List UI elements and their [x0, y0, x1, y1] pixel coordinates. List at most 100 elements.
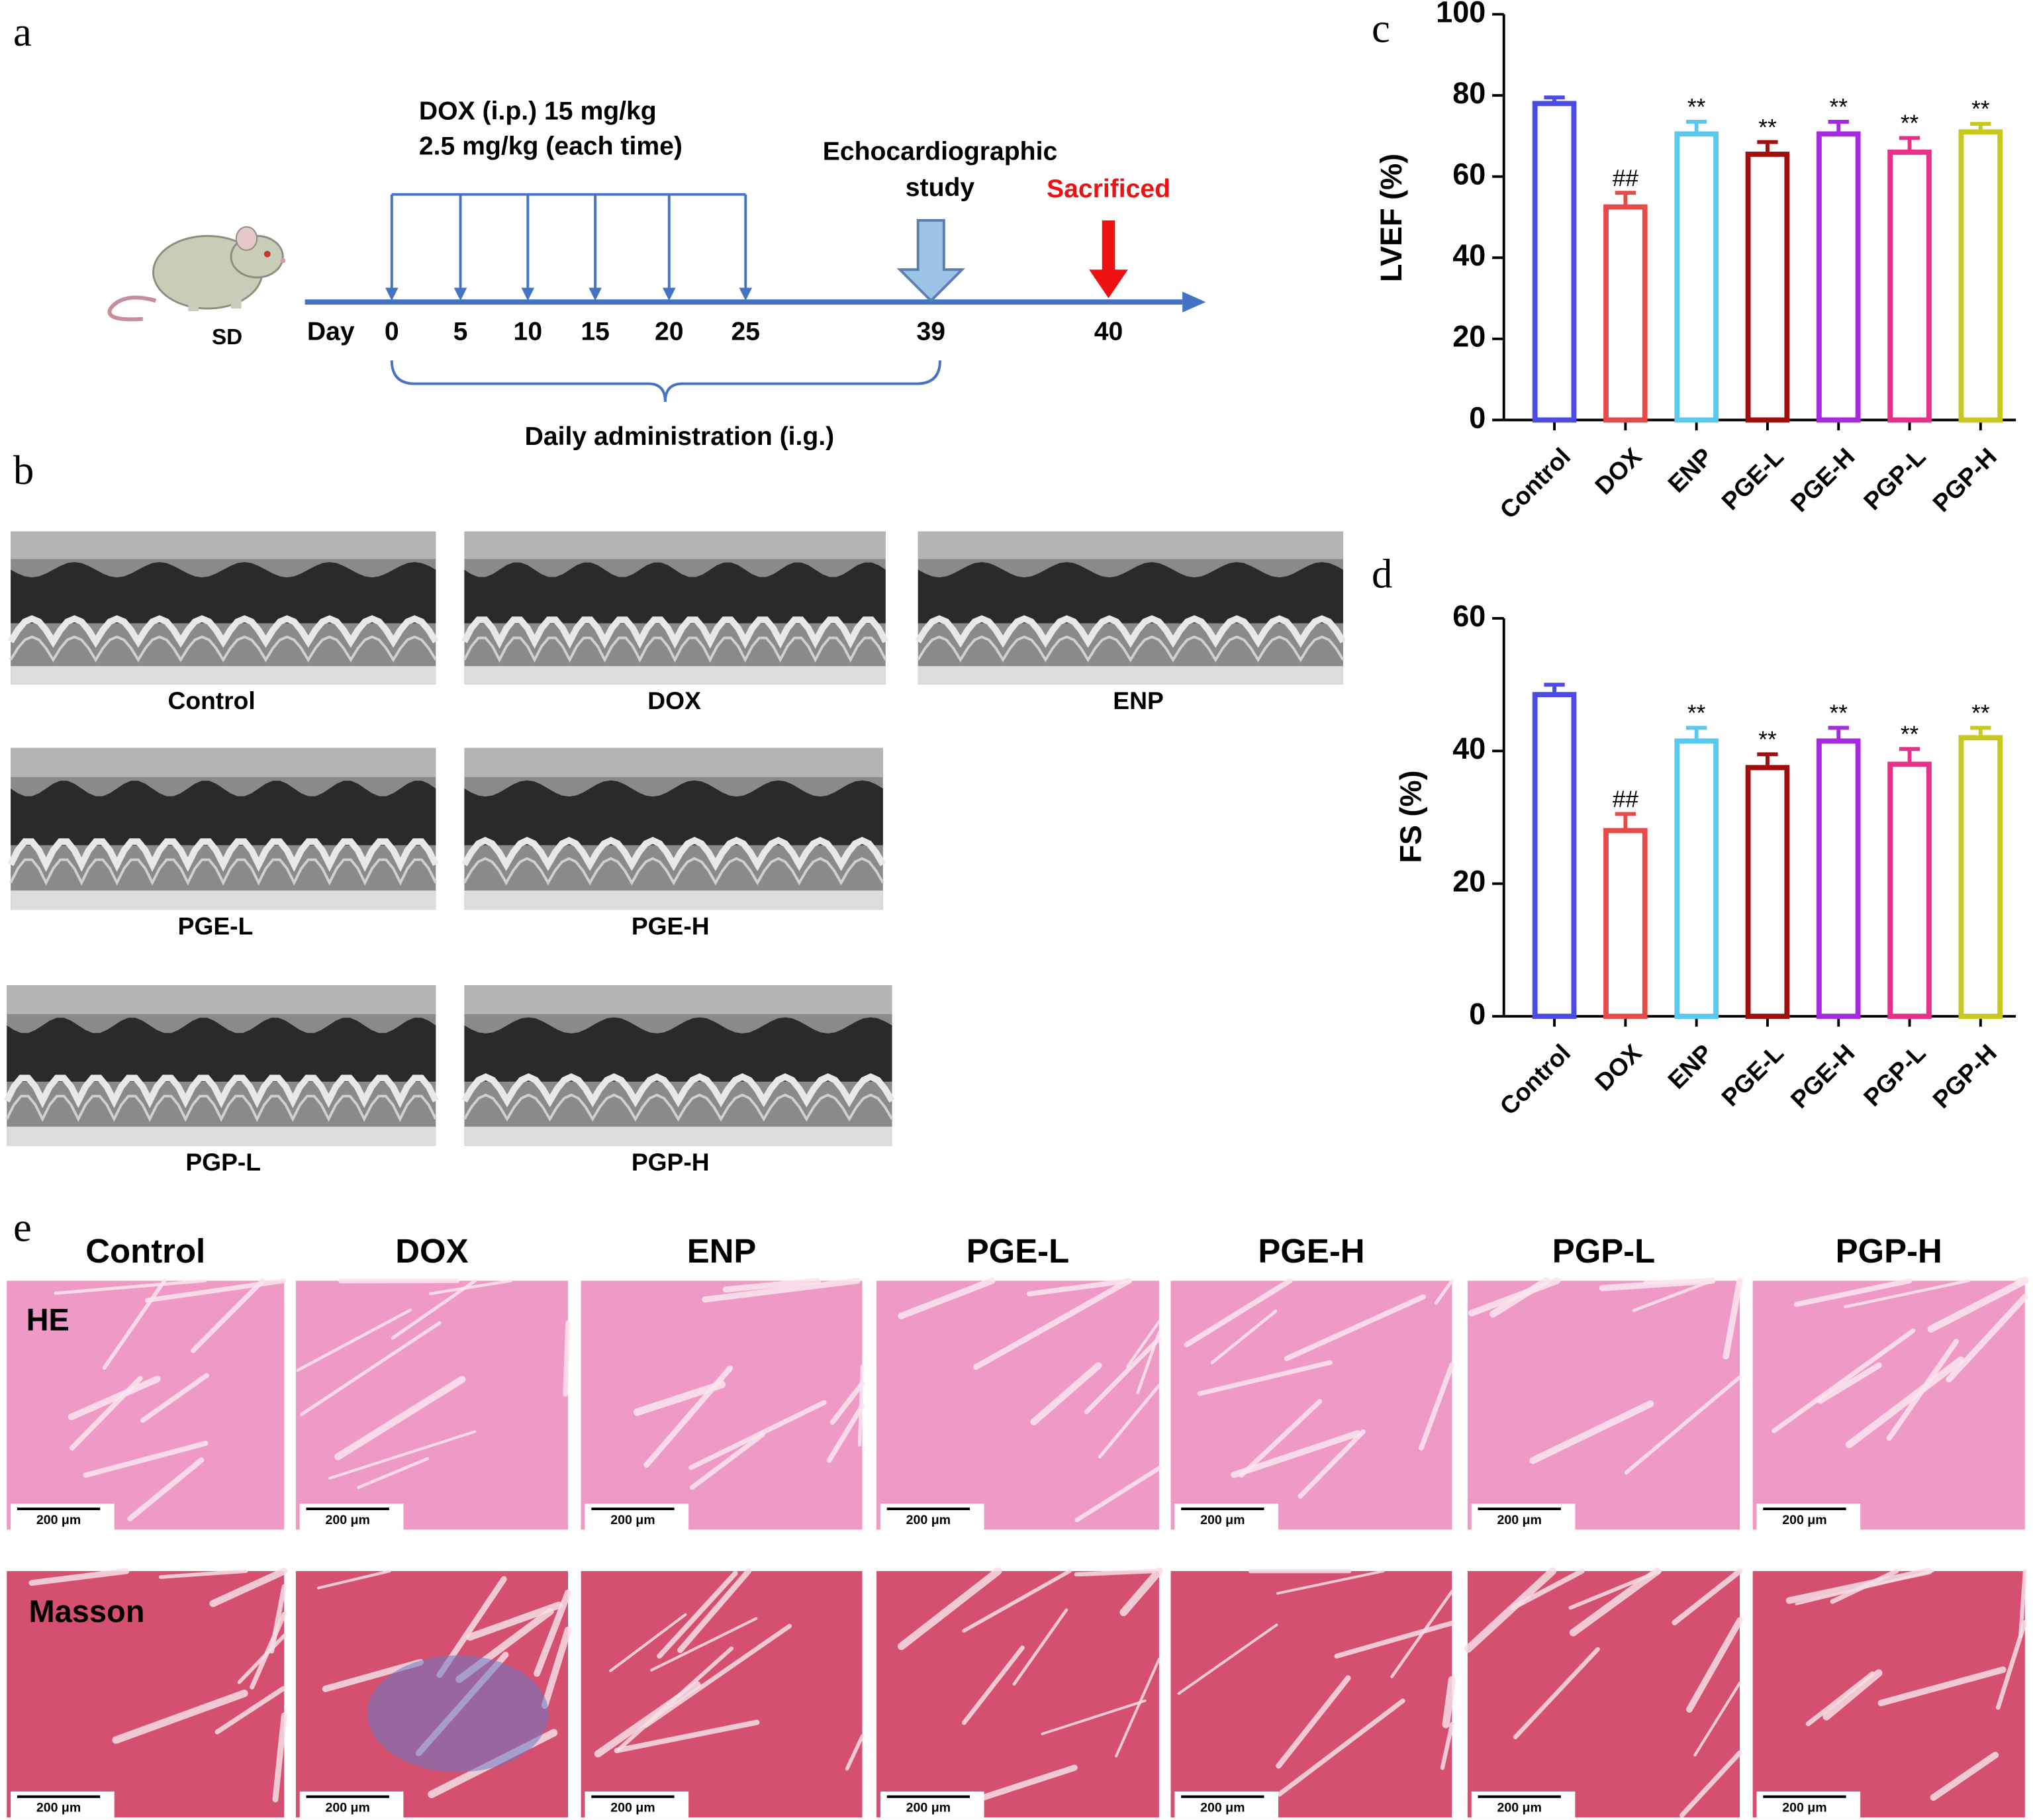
bar: [1745, 765, 1790, 1019]
tissue-streak: [1231, 1430, 1361, 1478]
y-tick-label: 80: [1452, 76, 1486, 110]
x-tick-label: PGE-L: [1716, 1039, 1789, 1112]
tissue-streak: [614, 1719, 760, 1754]
tissue-streak: [1239, 1399, 1323, 1478]
tissue-streak: [650, 1617, 758, 1672]
sacrificed-text: Sacrificed: [1047, 175, 1170, 203]
tissue-streak: [722, 1277, 821, 1293]
tissue-streak: [1927, 1277, 2029, 1333]
tissue-streak: [1442, 1676, 1456, 1729]
timeline-arrowhead: [1182, 291, 1206, 312]
tissue: [7, 1280, 285, 1530]
histology-image: 200 μm: [876, 1277, 1162, 1530]
tissue-streak: [191, 1278, 265, 1353]
tissue-streak: [897, 1567, 1002, 1651]
scale-bar-label: 200 μm: [1782, 1513, 1826, 1527]
echo-text: study: [906, 173, 975, 202]
bar: [1816, 131, 1861, 423]
echo-label: DOX: [647, 687, 701, 714]
histology-image: 200 μm: [876, 1567, 1163, 1818]
mouse-icon: [107, 226, 286, 322]
tissue-streak: [112, 1690, 248, 1744]
x-tick-label: PGP-H: [1927, 1039, 2002, 1114]
bar: [1532, 692, 1577, 1019]
tissue-streak: [1276, 1570, 1385, 1595]
tissue-streak: [1012, 1608, 1068, 1686]
tissue-streak: [1805, 1671, 1875, 1727]
histology-image: 200 μm: [1170, 1568, 1456, 1818]
stain-label: HE: [26, 1302, 70, 1337]
tissue-streak: [1946, 1294, 2028, 1383]
day-number: 15: [581, 318, 610, 346]
echo-label: ENP: [1113, 687, 1163, 714]
tissue: [581, 1571, 863, 1818]
tissue-streak: [1074, 1466, 1162, 1523]
tissue-streak: [962, 1569, 1072, 1633]
y-tick-label: 60: [1452, 158, 1486, 191]
significance-mark: **: [1830, 700, 1848, 726]
tissue-streak: [209, 1567, 288, 1607]
tissue-streak: [1184, 1278, 1293, 1348]
tissue-streak: [214, 1686, 286, 1735]
tissue: [876, 1280, 1159, 1530]
bar: [1958, 735, 2003, 1019]
tissue-streak: [334, 1376, 466, 1461]
group-header: PGE-L: [967, 1232, 1070, 1270]
tissue-streak: [1510, 1568, 1585, 1611]
tissue-streak: [1529, 1400, 1654, 1464]
tissue-streak: [1995, 1620, 2028, 1710]
tissue-streak: [1794, 1278, 1913, 1308]
tissue-streak: [1434, 1278, 1454, 1305]
echo-top-band: [464, 985, 892, 1014]
day-number: 25: [732, 318, 761, 346]
tissue: [1467, 1280, 1740, 1530]
tissue-streak: [1599, 1277, 1716, 1292]
histology-image: 200 μm: [1464, 1567, 1743, 1818]
tissue-streak: [1284, 1294, 1427, 1361]
tissue-streak: [68, 1375, 161, 1421]
x-tick-label: PGE-H: [1785, 1039, 1860, 1114]
histology-image: 200 μm: [1752, 1567, 2028, 1818]
tissue-streak: [1817, 1362, 1882, 1404]
tissue-streak: [466, 1602, 563, 1641]
tissue-streak: [633, 1380, 726, 1416]
tissue-streak: [2018, 1569, 2027, 1639]
tissue-streak: [845, 1734, 865, 1771]
histology-image: 200 μm: [295, 1569, 572, 1818]
panel-label: c: [1372, 5, 1390, 51]
tissue-streak: [702, 1277, 861, 1303]
tissue-streak: [1930, 1751, 1999, 1801]
tissue-streak: [1277, 1698, 1405, 1797]
tissue-streak: [391, 1278, 477, 1340]
tissue-streak: [237, 1633, 287, 1684]
tissue-streak: [158, 1569, 248, 1579]
tissue-streak: [269, 1584, 287, 1654]
echo-image: [915, 531, 1347, 685]
sacrifice-arrow: [1089, 220, 1128, 299]
tissue-streak: [1568, 1569, 1662, 1610]
tissue-streak: [299, 1321, 442, 1416]
x-tick-label: PGE-L: [1716, 442, 1789, 515]
echo-label: PGE-L: [178, 912, 254, 940]
tissue: [1752, 1571, 2025, 1818]
y-tick-label: 40: [1452, 238, 1486, 272]
echo-cavity: [11, 781, 436, 845]
tissue-streak: [961, 1645, 1025, 1725]
echo-wall: [915, 615, 1347, 648]
group-header: DOX: [395, 1232, 468, 1270]
day-number: 40: [1094, 318, 1123, 346]
tissue-streak: [541, 1626, 572, 1709]
stain-label: Masson: [29, 1594, 145, 1629]
group-header: Control: [85, 1232, 205, 1270]
tissue-streak: [1513, 1647, 1600, 1740]
x-tick-label: Control: [1494, 1039, 1576, 1120]
dose-arrowhead: [453, 287, 467, 301]
echo-cavity: [11, 561, 436, 624]
tissue-streak: [328, 1430, 477, 1480]
dose-arrowhead: [662, 287, 676, 301]
tissue-streak: [657, 1570, 738, 1659]
echo-wall: [7, 615, 439, 648]
y-tick-label: 0: [1469, 997, 1486, 1031]
scale-bar-label: 200 μm: [325, 1513, 369, 1527]
histology-image: 200 μm: [581, 1568, 865, 1818]
